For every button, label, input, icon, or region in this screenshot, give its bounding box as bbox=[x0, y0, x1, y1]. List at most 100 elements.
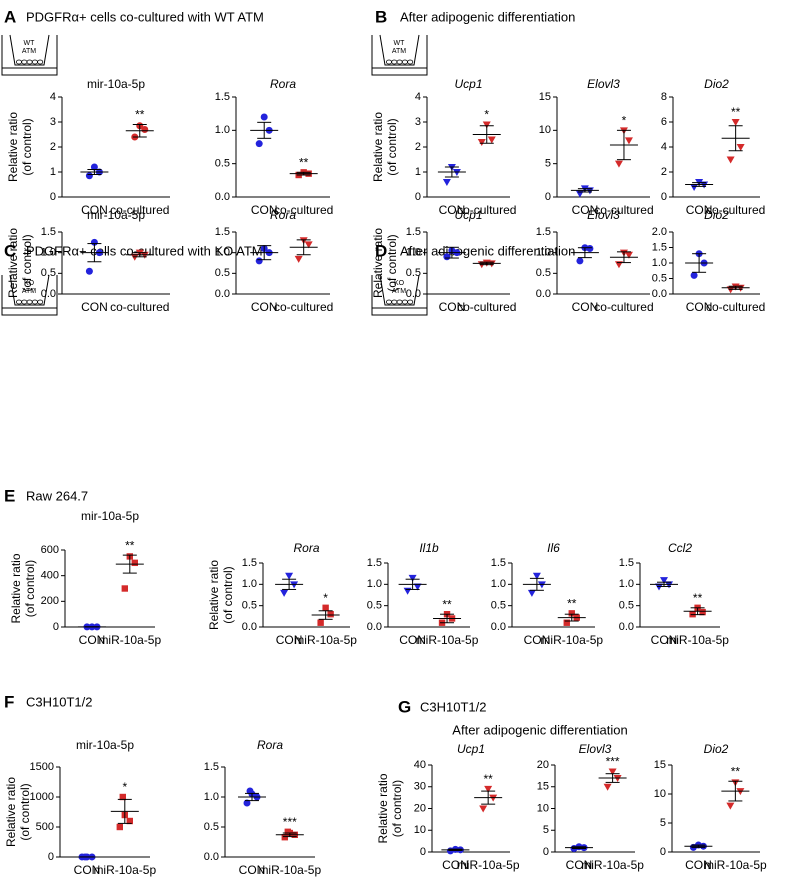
y-tick-label: 0.0 bbox=[367, 621, 382, 633]
chart-title: Ucp1 bbox=[457, 742, 485, 756]
well bbox=[1, 35, 58, 76]
y-tick-label: 10 bbox=[654, 788, 666, 800]
cell bbox=[391, 299, 398, 305]
y-tick-label: 0.5 bbox=[491, 600, 506, 612]
panel-title: PDGFRα+ cells co-cultured with KO ATM bbox=[26, 243, 263, 258]
y-tick-label: 1.5 bbox=[367, 557, 382, 569]
panel-letter: G bbox=[398, 697, 411, 716]
y-axis-label: (of control) bbox=[18, 783, 32, 840]
icon-label: ATM bbox=[392, 288, 406, 295]
y-tick-label: 0.5 bbox=[242, 600, 257, 612]
data-point bbox=[563, 619, 570, 626]
x-tick-label: CON bbox=[399, 633, 426, 647]
panel-title: After adipogenic differentiation bbox=[400, 243, 575, 258]
chart-title: Elovl3 bbox=[579, 742, 612, 756]
data-point bbox=[304, 241, 313, 249]
data-point bbox=[477, 139, 486, 146]
x-tick-label: miR-10a-5p bbox=[98, 633, 161, 647]
x-tick-label: CON bbox=[686, 203, 713, 217]
data-point bbox=[442, 179, 451, 186]
data-point bbox=[484, 785, 493, 793]
data-point bbox=[121, 585, 128, 592]
significance: ** bbox=[731, 764, 741, 778]
cell bbox=[385, 299, 392, 305]
y-tick-label: 10 bbox=[539, 124, 551, 136]
y-tick-label: 20 bbox=[414, 802, 426, 814]
data-point bbox=[527, 589, 536, 597]
y-axis-label: Relative ratio bbox=[376, 773, 390, 843]
x-tick-label: miR-10a-5p bbox=[540, 633, 603, 647]
y-tick-label: 10 bbox=[414, 824, 426, 836]
data-point bbox=[119, 793, 126, 801]
panel-title: After adipogenic differentiation bbox=[400, 9, 575, 24]
y-tick-label: 1.5 bbox=[41, 226, 56, 238]
y-tick-label: 1.0 bbox=[204, 791, 219, 803]
x-tick-label: co-cultured bbox=[110, 203, 169, 217]
data-point bbox=[131, 559, 138, 567]
y-tick-label: 600 bbox=[41, 544, 59, 556]
data-point bbox=[614, 160, 623, 168]
y-tick-label: 0.0 bbox=[406, 288, 421, 300]
panel-title: C3H10T1/2 bbox=[26, 694, 92, 709]
y-axis-label: (of control) bbox=[390, 780, 404, 837]
x-tick-label: miR-10a-5p bbox=[666, 633, 729, 647]
data-point bbox=[403, 587, 412, 595]
y-tick-label: 2 bbox=[661, 166, 667, 178]
y-tick-label: 0.5 bbox=[619, 600, 634, 612]
significance: ** bbox=[442, 597, 452, 611]
x-tick-label: CON bbox=[251, 300, 278, 314]
x-tick-label: CON bbox=[81, 203, 108, 217]
x-tick-label: CON bbox=[651, 633, 678, 647]
x-tick-label: miR-10a-5p bbox=[581, 858, 644, 872]
cell bbox=[26, 59, 33, 65]
chart-title: mir-10a-5p bbox=[87, 77, 145, 91]
y-tick-label: 40 bbox=[414, 759, 426, 771]
x-tick-label: CON bbox=[79, 633, 106, 647]
y-tick-label: 2.0 bbox=[652, 226, 667, 238]
x-tick-label: CON bbox=[81, 300, 108, 314]
cell bbox=[31, 59, 38, 65]
cell bbox=[401, 299, 408, 305]
data-point bbox=[260, 113, 268, 121]
cell bbox=[396, 299, 403, 305]
chart-title: Rora bbox=[293, 541, 319, 555]
y-tick-label: 1.0 bbox=[536, 247, 551, 259]
data-point bbox=[243, 799, 251, 807]
data-point bbox=[443, 253, 451, 261]
chart-title: Rora bbox=[270, 77, 296, 91]
data-point bbox=[487, 136, 496, 144]
y-tick-label: 1000 bbox=[30, 791, 54, 803]
significance: ** bbox=[567, 597, 577, 611]
data-point bbox=[255, 140, 263, 148]
cell bbox=[401, 59, 408, 65]
well bbox=[371, 275, 428, 316]
y-tick-label: 1.5 bbox=[242, 557, 257, 569]
x-tick-label: CON bbox=[439, 300, 466, 314]
y-tick-label: 15 bbox=[539, 91, 551, 103]
data-point bbox=[731, 119, 740, 126]
y-axis-label: (of control) bbox=[20, 118, 34, 175]
chart-title: mir-10a-5p bbox=[87, 208, 145, 222]
y-tick-label: 0.5 bbox=[536, 267, 551, 279]
y-tick-label: 1.0 bbox=[652, 257, 667, 269]
data-point bbox=[413, 583, 422, 591]
data-point bbox=[690, 184, 699, 191]
panel-letter: D bbox=[375, 241, 387, 260]
y-tick-label: 0 bbox=[50, 191, 56, 203]
y-tick-label: 1 bbox=[50, 166, 56, 178]
y-tick-label: 0.5 bbox=[406, 267, 421, 279]
cell bbox=[15, 299, 22, 305]
y-axis-label: Relative ratio bbox=[6, 112, 20, 182]
chart-title: Dio2 bbox=[704, 77, 729, 91]
y-tick-label: 2 bbox=[415, 141, 421, 153]
y-tick-label: 1.0 bbox=[215, 247, 230, 259]
y-tick-label: 4 bbox=[50, 91, 56, 103]
data-point bbox=[532, 572, 541, 580]
chart-title: Ucp1 bbox=[454, 208, 482, 222]
significance: * bbox=[484, 108, 489, 122]
y-axis-label: Relative ratio bbox=[9, 553, 23, 623]
y-axis-label: (of control) bbox=[385, 118, 399, 175]
y-tick-label: 2 bbox=[50, 141, 56, 153]
y-tick-label: 0 bbox=[543, 846, 549, 858]
